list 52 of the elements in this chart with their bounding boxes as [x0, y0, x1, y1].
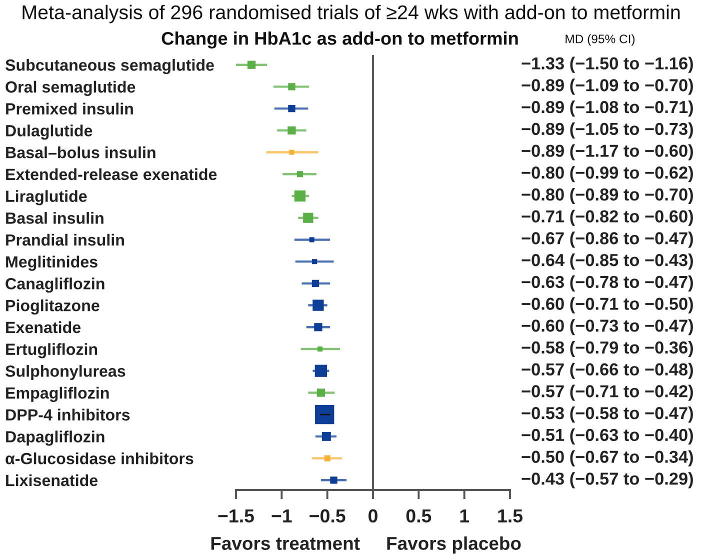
y-tick-label: Dapagliflozin	[6, 430, 104, 446]
y-tick-label: α-Glucosidase inhibitors	[6, 452, 194, 464]
x-tick-label: 0	[368, 509, 378, 523]
chart-subtitle: Change in HbA1c as add-on to metformin	[162, 31, 518, 49]
data-label: −0.43 (−0.57 to −0.29)	[522, 472, 693, 488]
y-tick-label: DPP-4 inhibitors	[6, 408, 130, 421]
x-tick-label: 1	[460, 509, 470, 522]
y-tick-label: Lixisenatide	[6, 474, 98, 486]
x-tick-label: −0.5	[310, 509, 346, 523]
text: Favors placebo	[387, 536, 521, 554]
data-label: −0.51 (−0.63 to −0.40)	[522, 428, 693, 444]
text: MD (95% CI)	[566, 34, 635, 46]
x-tick-label: 0.5	[406, 509, 432, 523]
y-tick-label: Extended-release exenatide	[6, 168, 217, 180]
data-label: −0.64 (−0.85 to −0.43)	[522, 254, 693, 270]
y-tick-label: Exenatide	[6, 321, 81, 334]
data-label: −0.89 (−1.08 to −0.71)	[522, 100, 693, 117]
y-tick-label: Dulaglutide	[6, 124, 92, 140]
x-tick-label: −1.5	[218, 509, 254, 523]
data-label: −0.63 (−0.78 to −0.47)	[522, 275, 693, 292]
chart-title: Meta-analysis of 296 randomised trials of ≥24 wks with add-on to metformin	[22, 4, 680, 24]
text: Favors treatment	[211, 537, 360, 550]
y-tick-label: Pioglitazone	[6, 299, 100, 315]
y-tick-label: Ertugliflozin	[6, 343, 98, 358]
y-tick-label: Empagliflozin	[6, 386, 109, 402]
x-tick-label: −1	[272, 509, 292, 522]
y-tick-label: Basal–bolus insulin	[6, 146, 156, 158]
data-label: −0.89 (−1.05 to −0.73)	[522, 122, 693, 138]
y-tick-label: Sulphonylureas	[5, 365, 126, 380]
data-label: −0.60 (−0.73 to −0.47)	[522, 319, 693, 336]
data-label: −0.57 (−0.66 to −0.48)	[522, 362, 693, 379]
data-label: −0.67 (−0.86 to −0.47)	[522, 232, 693, 248]
y-tick-label: Premixed insulin	[6, 102, 133, 115]
data-label: −0.89 (−1.09 to −0.70)	[522, 78, 693, 95]
y-tick-label: Subcutaneous semaglutide	[5, 59, 214, 74]
data-label: −0.53 (−0.58 to −0.47)	[522, 406, 693, 423]
data-label: −0.89 (−1.17 to −0.60)	[522, 144, 693, 160]
data-label: −0.57 (−0.71 to −0.42)	[522, 384, 693, 401]
x-tick-label: 1.5	[498, 509, 523, 523]
data-label: −0.60 (−0.71 to −0.50)	[522, 297, 693, 314]
y-tick-label: Liraglutide	[6, 190, 87, 206]
data-label: −0.80 (−0.89 to −0.70)	[522, 188, 693, 204]
y-tick-label: Oral semaglutide	[6, 80, 136, 96]
data-label: −0.80 (−0.99 to −0.62)	[522, 166, 693, 182]
data-label: −0.50 (−0.67 to −0.34)	[522, 450, 693, 466]
data-label: −0.71 (−0.82 to −0.60)	[522, 210, 693, 226]
data-label: −0.58 (−0.79 to −0.36)	[522, 340, 693, 358]
data-label: −1.33 (−1.50 to −1.16)	[522, 56, 693, 73]
y-tick-label: Prandial insulin	[6, 234, 124, 246]
y-tick-label: Basal insulin	[6, 212, 104, 224]
y-tick-label: Canagliflozin	[6, 278, 104, 293]
y-tick-label: Meglitinides	[6, 256, 98, 271]
